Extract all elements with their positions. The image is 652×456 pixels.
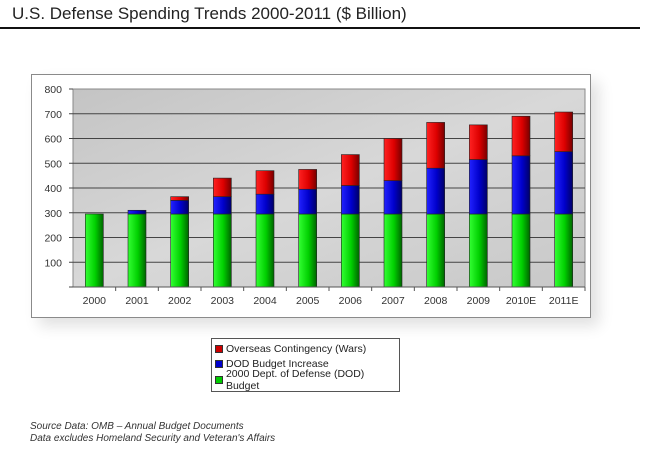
x-tick-label: 2002 xyxy=(168,295,192,307)
legend-item-base: 2000 Dept. of Defense (DOD) Budget xyxy=(212,368,399,392)
x-tick-label: 2001 xyxy=(125,295,149,307)
legend-label: Overseas Contingency (Wars) xyxy=(226,342,367,355)
x-tick-label: 2005 xyxy=(296,295,320,307)
bar-segment-overseas-contingency xyxy=(469,124,488,160)
x-tick-label: 2010E xyxy=(506,295,536,307)
bar-segment-base-budget xyxy=(383,213,403,288)
y-tick-label: 100 xyxy=(44,257,62,269)
bar-segment-budget-increase xyxy=(341,185,360,215)
legend-swatch-red xyxy=(215,344,223,353)
y-tick-label: 600 xyxy=(44,134,62,146)
bar-segment-budget-increase xyxy=(511,155,531,215)
bar-segment-overseas-contingency xyxy=(255,170,275,195)
legend-swatch-green xyxy=(215,375,223,384)
stacked-bar-chart: 100 200 300 400 500 600 700 800 2000 2001 2002 200… xyxy=(44,84,586,307)
bar-segment-budget-increase xyxy=(255,193,275,215)
x-tick-label: 2011E xyxy=(549,295,579,307)
y-tick-label: 700 xyxy=(44,109,62,121)
bar-segment-budget-increase xyxy=(213,196,232,215)
bar-segment-base-budget xyxy=(341,213,360,288)
page-title: U.S. Defense Spending Trends 2000-2011 (… xyxy=(12,4,407,23)
bar-segment-base-budget xyxy=(255,213,275,288)
x-tick-label: 2009 xyxy=(467,295,491,307)
bar-segment-budget-increase xyxy=(469,159,488,215)
bar-segment-budget-increase xyxy=(554,151,573,215)
legend-item-increase: DOD Budget Increase xyxy=(212,357,399,373)
bar-segment-base-budget xyxy=(469,213,488,288)
bar-segment-budget-increase xyxy=(127,209,147,215)
y-tick-label: 400 xyxy=(44,183,62,195)
bar-segment-base-budget xyxy=(213,213,232,288)
bar-segment-overseas-contingency xyxy=(554,111,573,152)
bar-segment-overseas-contingency xyxy=(298,169,317,190)
bar-segment-budget-increase xyxy=(298,188,317,215)
bar-segment-base-budget xyxy=(426,213,445,288)
bar-segment-base-budget xyxy=(170,213,189,288)
bar-segment-base-budget xyxy=(298,213,317,288)
legend-swatch-blue xyxy=(215,360,223,369)
x-tick-label: 2000 xyxy=(83,295,107,307)
source-note: Source Data: OMB – Annual Budget Documen… xyxy=(30,421,275,445)
x-tick-label: 2007 xyxy=(381,295,405,307)
x-tick-label: 2004 xyxy=(253,295,277,307)
bar-segment-base-budget xyxy=(127,213,147,288)
bar-segment-budget-increase xyxy=(170,200,189,215)
bar-segment-overseas-contingency xyxy=(213,177,232,197)
legend: Overseas Contingency (Wars) DOD Budget I… xyxy=(211,338,400,392)
x-tick-label: 2003 xyxy=(211,295,235,307)
y-tick-label: 200 xyxy=(44,233,62,245)
legend-label: 2000 Dept. of Defense (DOD) Budget xyxy=(225,367,365,392)
bar-segment-base-budget xyxy=(85,213,104,288)
x-tick-label: 2008 xyxy=(424,295,448,307)
y-tick-label: 800 xyxy=(44,84,62,96)
bar-segment-overseas-contingency xyxy=(341,154,360,186)
bar-segment-overseas-contingency xyxy=(383,138,403,181)
source-line: Source Data: OMB – Annual Budget Documen… xyxy=(30,421,244,432)
bar-segment-base-budget xyxy=(511,213,531,288)
bar-segment-budget-increase xyxy=(426,167,445,215)
y-tick-label: 500 xyxy=(44,158,62,170)
bar-segment-budget-increase xyxy=(383,180,403,215)
y-tick-label: 300 xyxy=(44,208,62,220)
bar-segment-overseas-contingency xyxy=(170,196,189,201)
bar-segment-overseas-contingency xyxy=(426,122,445,169)
legend-label: DOD Budget Increase xyxy=(226,358,329,371)
legend-item-wars: Overseas Contingency (Wars) xyxy=(212,341,399,357)
bar-segment-overseas-contingency xyxy=(511,115,531,157)
title-divider xyxy=(0,27,640,29)
exclusion-line: Data excludes Homeland Security and Vete… xyxy=(30,433,276,444)
x-tick-label: 2006 xyxy=(339,295,363,307)
bar-segment-base-budget xyxy=(554,213,573,288)
